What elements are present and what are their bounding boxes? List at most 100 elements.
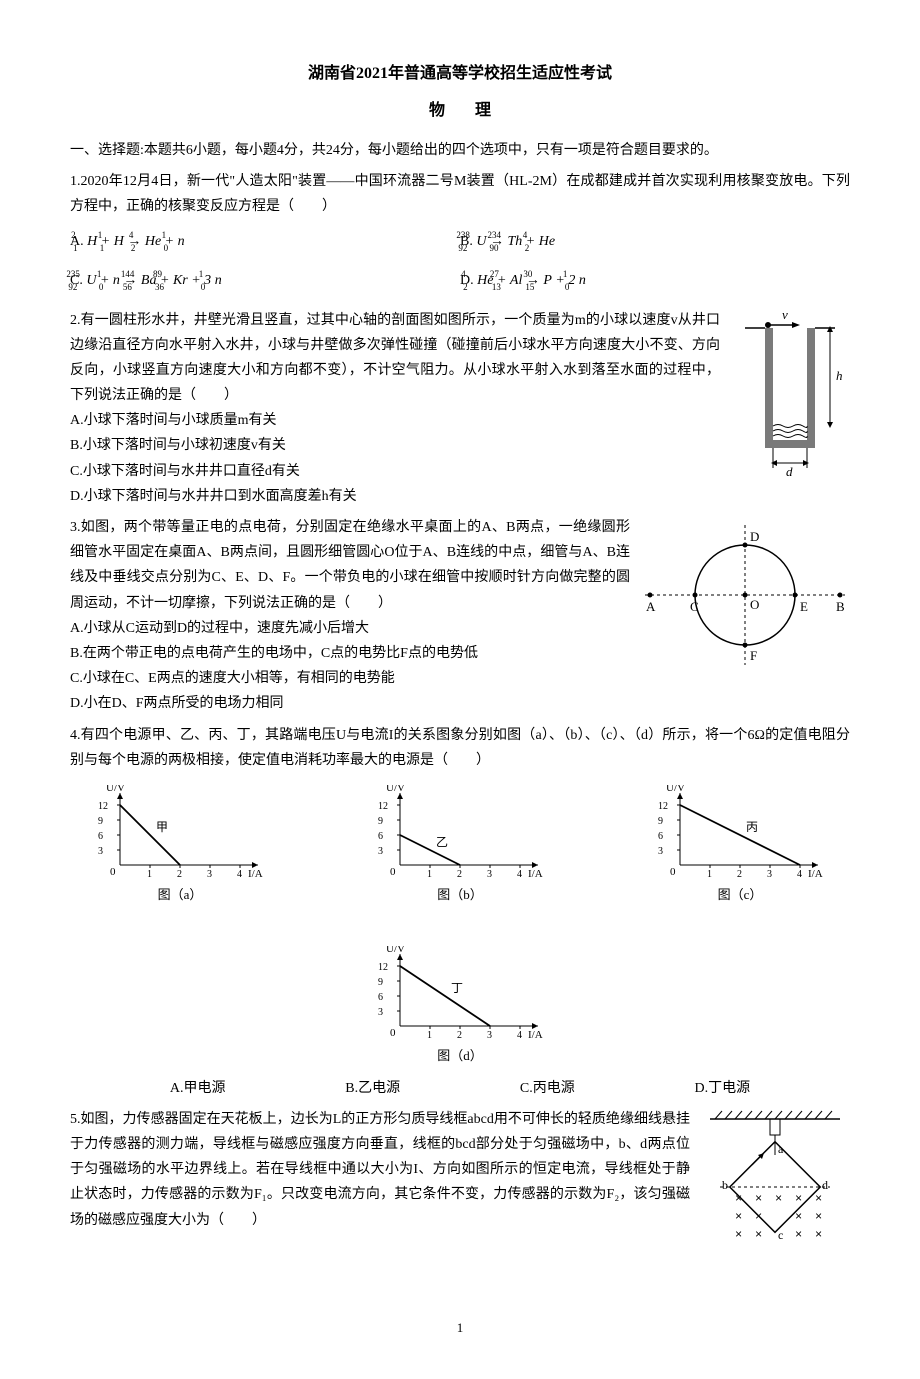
question-4: 4.有四个电源甲、乙、丙、丁，其路端电压U与电流I的关系图象分别如图（a）、（b… bbox=[70, 723, 850, 1101]
svg-text:×: × bbox=[735, 1228, 742, 1242]
q4-option-d: D.丁电源 bbox=[694, 1076, 750, 1101]
svg-text:×: × bbox=[815, 1192, 822, 1206]
q2-option-d: D.小球下落时间与水井井口到水面高度差h有关 bbox=[70, 484, 850, 509]
label-F: F bbox=[750, 648, 757, 663]
svg-text:12: 12 bbox=[658, 801, 668, 812]
exam-subject: 物理 bbox=[70, 97, 850, 126]
svg-text:1: 1 bbox=[707, 869, 712, 880]
svg-text:0: 0 bbox=[390, 866, 396, 878]
svg-text:6: 6 bbox=[98, 831, 103, 842]
question-2: v h d 2.有一圆柱形水井，井壁光滑且竖直，过其中心轴的剖面图如图所示，一个… bbox=[70, 308, 850, 510]
q3-figure: A B C E D F O bbox=[640, 515, 850, 684]
svg-text:×: × bbox=[755, 1228, 762, 1242]
q5-figure: a b d c ××××× ×××× ×××× bbox=[700, 1107, 850, 1276]
q4-charts: U/VI/A0369121234甲图（a） U/VI/A0369121234乙图… bbox=[70, 785, 850, 1068]
q4-chart-c: U/VI/A0369121234丙图（c） bbox=[650, 785, 830, 906]
svg-text:3: 3 bbox=[207, 869, 212, 880]
svg-text:×: × bbox=[815, 1228, 822, 1242]
q1-option-c: C. 23592U + 10n → 14456Ba + 8936Kr + 3 1… bbox=[70, 268, 460, 293]
q1-eq-d: 42He + 2713Al → 3015P + 2 10n bbox=[477, 273, 586, 288]
q1-eq-c: 23592U + 10n → 14456Ba + 8936Kr + 3 10n bbox=[86, 273, 221, 288]
question-5: a b d c ××××× ×××× ×××× 5.如图，力传感器固定在天花板上… bbox=[70, 1107, 850, 1276]
svg-text:乙: 乙 bbox=[436, 835, 448, 849]
svg-text:丁: 丁 bbox=[451, 981, 463, 995]
d-label: d bbox=[786, 464, 793, 478]
label-c: c bbox=[778, 1228, 783, 1242]
q3-option-d: D.小在D、F两点所受的电场力相同 bbox=[70, 691, 850, 716]
svg-text:×: × bbox=[795, 1192, 802, 1206]
q2-figure: v h d bbox=[730, 308, 850, 487]
svg-text:6: 6 bbox=[378, 992, 383, 1003]
svg-text:I/A: I/A bbox=[808, 868, 823, 880]
svg-text:I/A: I/A bbox=[528, 1029, 543, 1041]
svg-text:3: 3 bbox=[487, 1030, 492, 1041]
h-label: h bbox=[836, 368, 843, 383]
svg-text:2: 2 bbox=[737, 869, 742, 880]
svg-text:丙: 丙 bbox=[746, 820, 758, 834]
svg-text:1: 1 bbox=[427, 1030, 432, 1041]
svg-text:I/A: I/A bbox=[248, 868, 263, 880]
svg-text:9: 9 bbox=[378, 977, 383, 988]
svg-text:3: 3 bbox=[98, 846, 103, 857]
section-1-heading: 一、选择题:本题共6小题，每小题4分，共24分，每小题给出的四个选项中，只有一项… bbox=[70, 138, 850, 163]
v-label: v bbox=[782, 308, 788, 322]
q4-option-c: C.丙电源 bbox=[520, 1076, 575, 1101]
svg-text:×: × bbox=[795, 1228, 802, 1242]
svg-text:12: 12 bbox=[98, 801, 108, 812]
q1-stem: 1.2020年12月4日，新一代"人造太阳"装置——中国环流器二号M装置（HL-… bbox=[70, 169, 850, 219]
svg-text:4: 4 bbox=[517, 869, 522, 880]
svg-text:I/A: I/A bbox=[528, 868, 543, 880]
svg-text:6: 6 bbox=[658, 831, 663, 842]
svg-text:×: × bbox=[775, 1192, 782, 1206]
svg-text:9: 9 bbox=[378, 816, 383, 827]
svg-text:×: × bbox=[795, 1210, 802, 1224]
svg-text:×: × bbox=[735, 1192, 742, 1206]
svg-text:12: 12 bbox=[378, 962, 388, 973]
q4-chart-d: U/VI/A0369121234丁图（d） bbox=[370, 946, 550, 1067]
q1-eq-b: 23892U → 23490Th + 42He bbox=[476, 234, 555, 249]
label-B: B bbox=[836, 599, 845, 614]
svg-text:甲: 甲 bbox=[156, 820, 168, 834]
svg-text:9: 9 bbox=[98, 816, 103, 827]
svg-text:×: × bbox=[815, 1210, 822, 1224]
svg-text:U/V: U/V bbox=[386, 946, 405, 955]
label-d: d bbox=[822, 1178, 828, 1192]
q1-option-d: D. 42He + 2713Al → 3015P + 2 10n bbox=[460, 268, 850, 293]
svg-text:4: 4 bbox=[797, 869, 802, 880]
svg-text:4: 4 bbox=[517, 1030, 522, 1041]
q4-option-a: A.甲电源 bbox=[170, 1076, 226, 1101]
label-D: D bbox=[750, 529, 759, 544]
label-O: O bbox=[750, 597, 759, 612]
svg-text:0: 0 bbox=[390, 1027, 396, 1039]
question-1: 1.2020年12月4日，新一代"人造太阳"装置——中国环流器二号M装置（HL-… bbox=[70, 169, 850, 294]
svg-text:×: × bbox=[735, 1210, 742, 1224]
svg-text:0: 0 bbox=[670, 866, 676, 878]
page-number: 1 bbox=[70, 1316, 850, 1339]
svg-text:3: 3 bbox=[658, 846, 663, 857]
label-E: E bbox=[800, 599, 808, 614]
q4-stem: 4.有四个电源甲、乙、丙、丁，其路端电压U与电流I的关系图象分别如图（a）、（b… bbox=[70, 723, 850, 773]
label-a: a bbox=[778, 1142, 784, 1156]
svg-text:U/V: U/V bbox=[386, 785, 405, 794]
svg-text:2: 2 bbox=[177, 869, 182, 880]
svg-text:12: 12 bbox=[378, 801, 388, 812]
q4-chart-a: U/VI/A0369121234甲图（a） bbox=[90, 785, 270, 906]
q1-option-a: A. 21H + 11H → 42He + 10n bbox=[70, 229, 460, 254]
q1-option-b: B. 23892U → 23490Th + 42He bbox=[460, 229, 850, 254]
svg-text:1: 1 bbox=[427, 869, 432, 880]
svg-text:2: 2 bbox=[457, 1030, 462, 1041]
svg-text:3: 3 bbox=[767, 869, 772, 880]
exam-title: 湖南省2021年普通高等学校招生适应性考试 bbox=[70, 60, 850, 89]
svg-text:2: 2 bbox=[457, 869, 462, 880]
svg-text:U/V: U/V bbox=[106, 785, 125, 794]
question-3: A B C E D F O 3.如图，两个带等量正电的点电荷，分别固定在绝缘水平… bbox=[70, 515, 850, 717]
label-C: C bbox=[690, 599, 699, 614]
svg-text:3: 3 bbox=[378, 1007, 383, 1018]
svg-text:×: × bbox=[755, 1192, 762, 1206]
svg-text:U/V: U/V bbox=[666, 785, 685, 794]
svg-text:3: 3 bbox=[487, 869, 492, 880]
svg-text:4: 4 bbox=[237, 869, 242, 880]
q1-eq-a: 21H + 11H → 42He + 10n bbox=[87, 234, 184, 249]
q4-option-b: B.乙电源 bbox=[345, 1076, 400, 1101]
svg-text:0: 0 bbox=[110, 866, 116, 878]
